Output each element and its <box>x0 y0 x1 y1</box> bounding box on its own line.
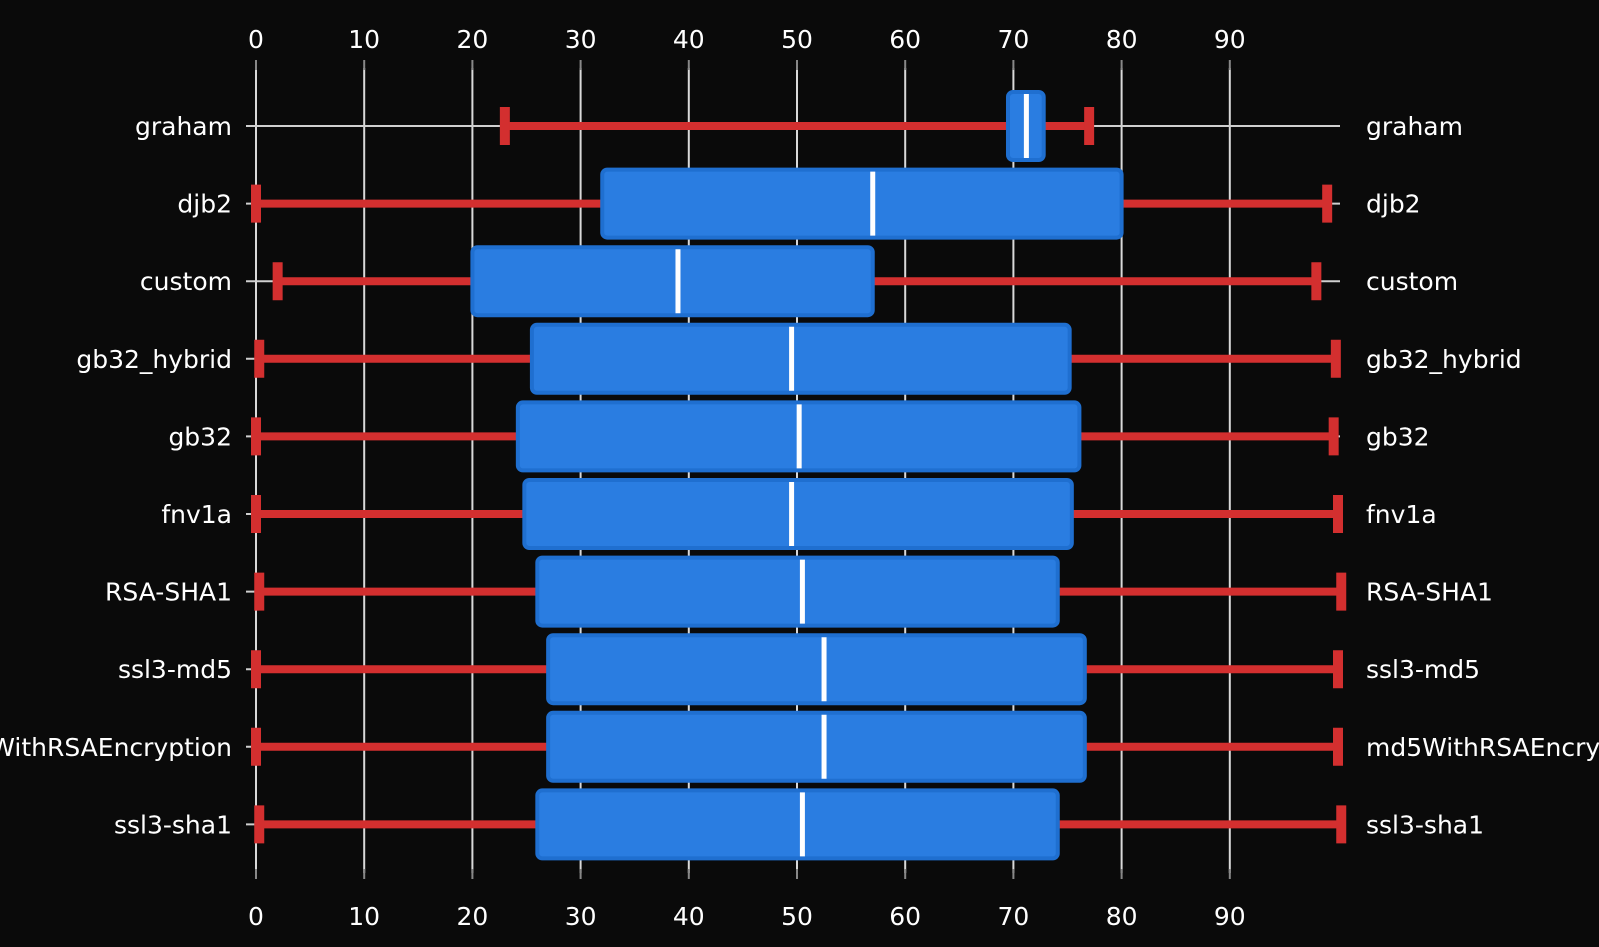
iqr-box <box>535 555 1060 628</box>
x-tick-label-top: 0 <box>248 25 264 54</box>
x-tick-label-top: 10 <box>348 25 380 54</box>
x-tick-label-top: 40 <box>673 25 705 54</box>
box-row-ssl3-sha1 <box>246 788 1347 861</box>
x-tick-label-top: 50 <box>781 25 813 54</box>
x-tick-label-top: 80 <box>1106 25 1138 54</box>
x-tick-label-bottom: 80 <box>1106 902 1138 931</box>
box-row-md5WithRSAEncryption <box>246 710 1343 783</box>
x-tick-label-bottom: 60 <box>889 902 921 931</box>
category-label-left: custom <box>140 267 232 296</box>
x-tick-label-top: 60 <box>889 25 921 54</box>
category-labels-right: graham djb2 custom gb32_hybrid gb32 fnv1a RSA-… <box>1366 112 1599 839</box>
category-label-left: djb2 <box>177 190 232 219</box>
x-axis-bottom: 0 10 20 30 40 50 60 70 80 90 <box>248 869 1246 931</box>
category-labels-left: graham djb2 custom gb32_hybrid gb32 fnv1a RSA-… <box>0 112 232 839</box>
category-label-right: fnv1a <box>1366 500 1437 529</box>
x-axis-top: 0 10 20 30 40 50 60 70 80 90 <box>248 25 1246 70</box>
category-label-left: RSA-SHA1 <box>105 578 232 607</box>
category-label-left: fnv1a <box>161 500 232 529</box>
iqr-box <box>529 322 1072 395</box>
box-row-gb32_hybrid <box>246 322 1341 395</box>
iqr-box <box>600 167 1124 240</box>
x-tick-label-top: 20 <box>456 25 488 54</box>
box-rows <box>246 90 1347 861</box>
category-label-left: ssl3-md5 <box>118 655 232 684</box>
x-tick-label-top: 70 <box>997 25 1029 54</box>
iqr-box <box>522 478 1074 550</box>
category-label-right: graham <box>1366 112 1463 141</box>
box-row-gb32 <box>246 400 1340 473</box>
category-label-right: gb32_hybrid <box>1366 345 1522 374</box>
x-tick-label-top: 30 <box>565 25 597 54</box>
iqr-box <box>546 633 1087 706</box>
category-label-left: gb32 <box>168 422 232 451</box>
box-row-RSA-SHA1 <box>246 555 1347 628</box>
category-label-right: djb2 <box>1366 190 1421 219</box>
x-tick-label-top: 90 <box>1214 25 1246 54</box>
category-label-right: ssl3-sha1 <box>1366 810 1484 839</box>
x-tick-label-bottom: 0 <box>248 902 264 931</box>
x-tick-label-bottom: 50 <box>781 902 813 931</box>
x-tick-label-bottom: 40 <box>673 902 705 931</box>
category-label-right: RSA-SHA1 <box>1366 578 1493 607</box>
iqr-box <box>535 788 1060 861</box>
x-tick-label-bottom: 20 <box>456 902 488 931</box>
iqr-box <box>470 245 875 318</box>
iqr-box <box>546 710 1087 783</box>
box-row-custom <box>246 245 1340 318</box>
category-label-right: custom <box>1366 267 1458 296</box>
box-row-fnv1a <box>246 478 1343 550</box>
x-tick-label-bottom: 10 <box>348 902 380 931</box>
box-row-djb2 <box>246 167 1340 240</box>
category-label-left: graham <box>135 112 232 141</box>
category-label-left: ssl3-sha1 <box>114 810 232 839</box>
category-label-right: ssl3-md5 <box>1366 655 1480 684</box>
x-tick-label-bottom: 30 <box>565 902 597 931</box>
box-row-graham <box>246 90 1340 162</box>
category-label-right: gb32 <box>1366 422 1430 451</box>
box-row-ssl3-md5 <box>246 633 1343 706</box>
x-tick-label-bottom: 70 <box>997 902 1029 931</box>
category-label-left: gb32_hybrid <box>76 345 232 374</box>
x-tick-label-bottom: 90 <box>1214 902 1246 931</box>
